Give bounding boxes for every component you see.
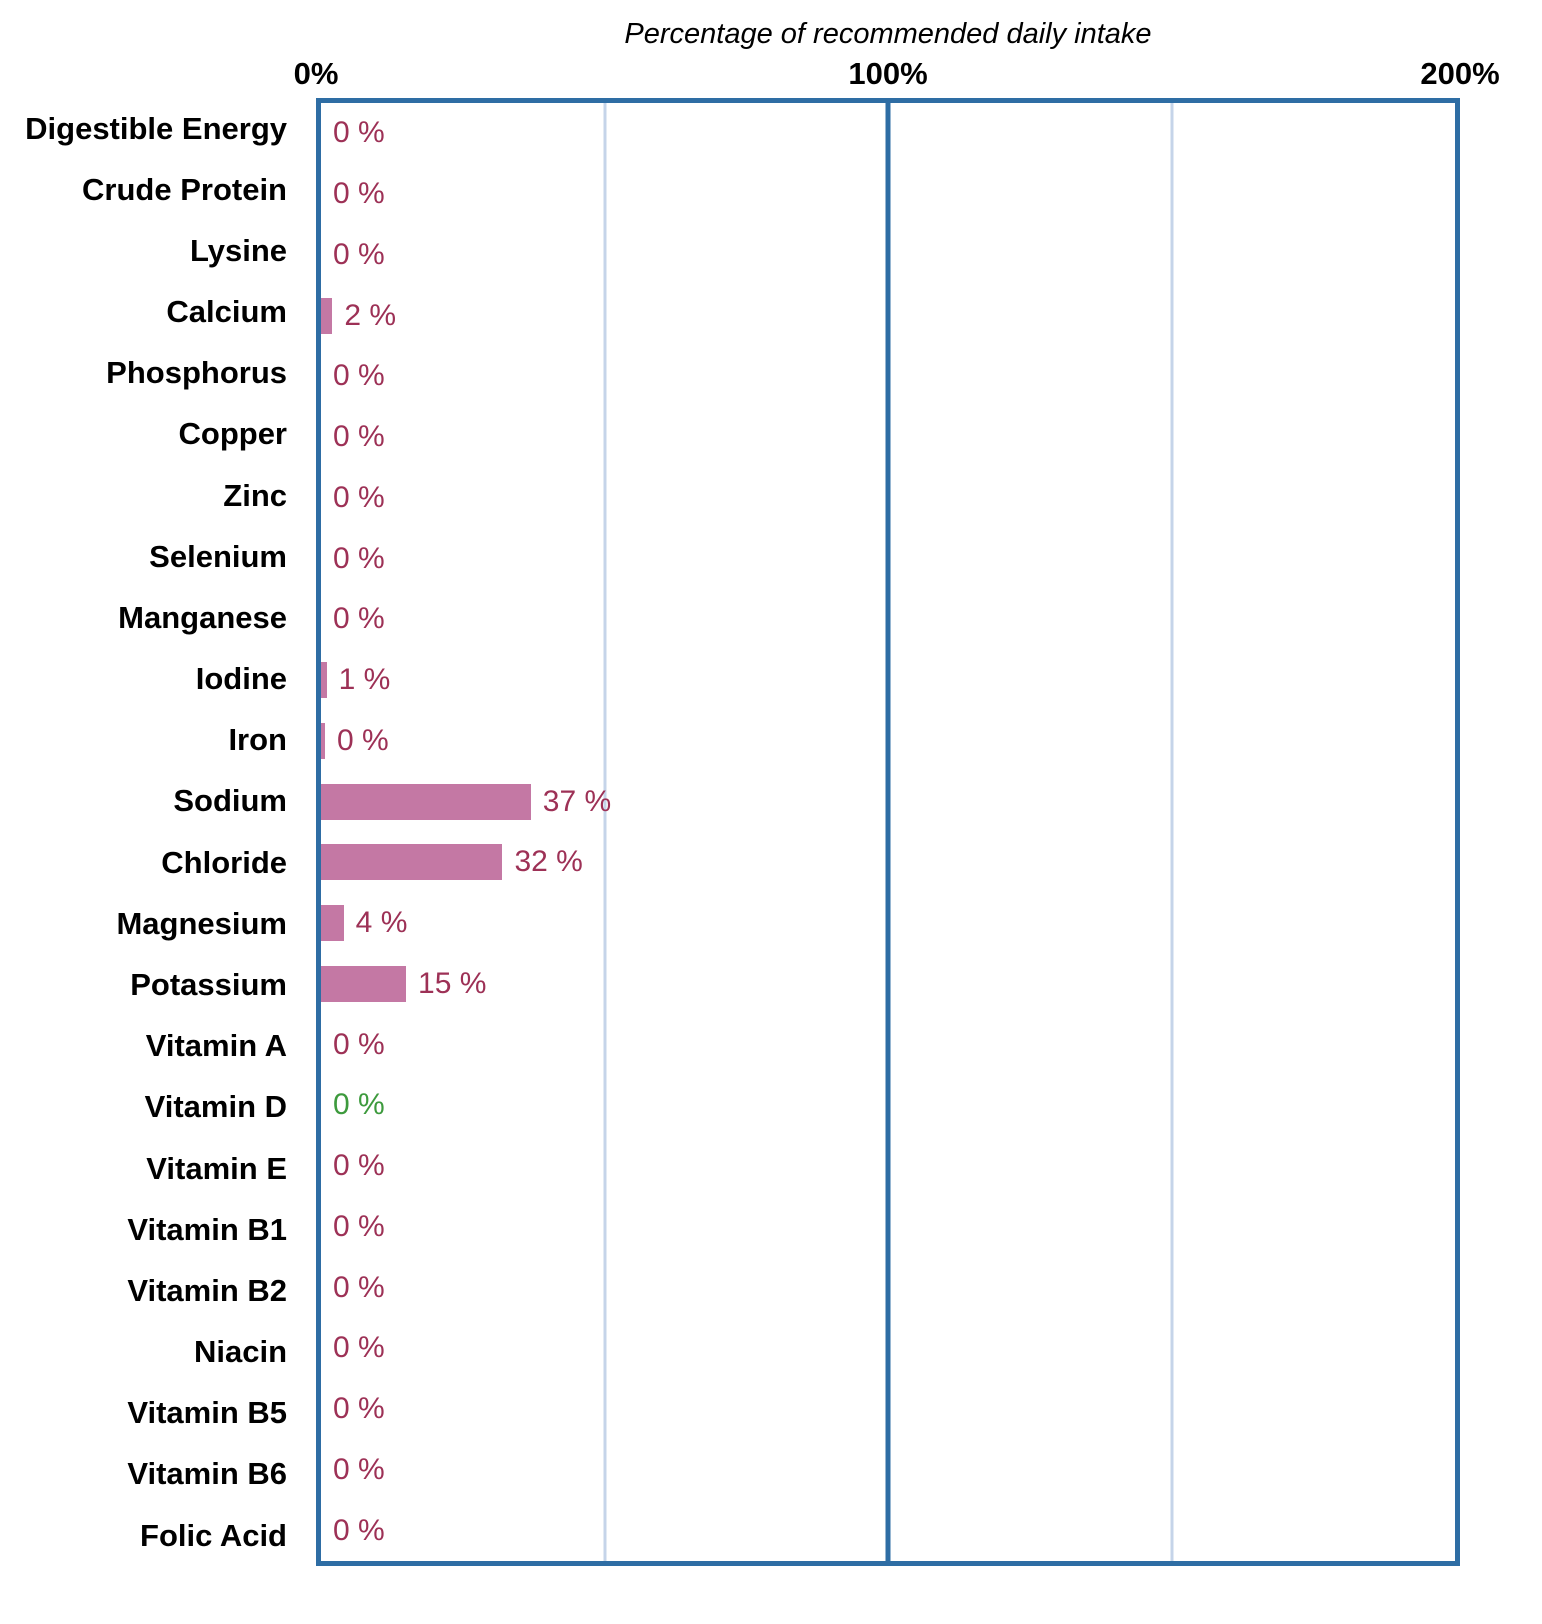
bar-row: 15 % — [321, 954, 1455, 1015]
category-label: Vitamin A — [145, 1028, 287, 1064]
category-label: Selenium — [149, 538, 287, 574]
value-label: 0 % — [333, 1331, 385, 1365]
gridline-50pct — [603, 103, 606, 1561]
category-label: Lysine — [189, 232, 287, 268]
category-label: Calcium — [166, 294, 287, 330]
category-label: Niacin — [193, 1334, 287, 1370]
category-label: Sodium — [173, 783, 287, 819]
category-label: Iodine — [195, 661, 287, 697]
value-label: 0 % — [333, 1149, 385, 1183]
category-label: Digestible Energy — [25, 110, 287, 146]
category-label: Vitamin D — [144, 1089, 287, 1125]
value-label: 2 % — [344, 298, 397, 332]
value-label: 0 % — [333, 1452, 385, 1486]
bar-row: 0 % — [321, 1197, 1455, 1258]
bar-row: 0 % — [321, 589, 1455, 650]
bar-row: 2 % — [321, 285, 1455, 346]
bar-row: 0 % — [321, 103, 1455, 164]
value-label: 0 % — [333, 1392, 385, 1426]
category-label: Iron — [228, 722, 287, 758]
chart-title: Percentage of recommended daily intake — [624, 18, 1152, 50]
bar-row: 0 % — [321, 1440, 1455, 1501]
value-label: 0 % — [333, 1209, 385, 1243]
bar — [321, 844, 503, 881]
category-label: Chloride — [161, 844, 287, 880]
category-label: Zinc — [223, 477, 287, 513]
category-label: Vitamin B1 — [127, 1211, 287, 1247]
bar-row: 0 % — [321, 346, 1455, 407]
value-label: 0 % — [333, 602, 385, 636]
value-label: 4 % — [355, 906, 408, 940]
bar-row: 0 % — [321, 1257, 1455, 1318]
bar-row: 0 % — [321, 225, 1455, 286]
value-label: 15 % — [418, 966, 487, 1000]
value-label: 0 % — [333, 541, 385, 575]
category-label: Phosphorus — [106, 355, 287, 391]
bar-row: 0 % — [321, 1136, 1455, 1197]
value-label: 0 % — [333, 480, 385, 514]
bar-row: 0 % — [321, 468, 1455, 529]
bar — [321, 722, 325, 759]
value-label: 0 % — [333, 1088, 385, 1122]
bar — [321, 662, 327, 699]
bar-row: 1 % — [321, 650, 1455, 711]
category-label: Vitamin E — [146, 1150, 287, 1186]
bar-row: 0 % — [321, 528, 1455, 589]
bar-row: 4 % — [321, 893, 1455, 954]
category-labels: Digestible Energy Crude Protein Lysine Calc… — [0, 98, 316, 1566]
bar-row: 0 % — [321, 711, 1455, 772]
value-label: 0 % — [333, 359, 385, 393]
value-label: 0 % — [333, 1513, 385, 1547]
value-label: 0 % — [333, 1027, 385, 1061]
category-label: Folic Acid — [140, 1517, 287, 1553]
value-label: 0 % — [333, 1270, 385, 1304]
value-label: 1 % — [338, 663, 391, 697]
category-label: Vitamin B2 — [127, 1272, 287, 1308]
bar — [321, 783, 531, 820]
bar-row: 0 % — [321, 1014, 1455, 1075]
bar — [321, 905, 344, 942]
x-axis-tick-200: 200% — [1420, 56, 1500, 91]
category-label: Potassium — [130, 966, 287, 1002]
category-label: Magnesium — [116, 905, 287, 941]
bar-row: 0 % — [321, 1318, 1455, 1379]
value-label: 0 % — [333, 237, 385, 271]
category-label: Manganese — [118, 599, 287, 635]
bar-row: 37 % — [321, 771, 1455, 832]
value-label: 32 % — [514, 845, 583, 879]
value-label: 37 % — [542, 784, 612, 818]
value-label: 0 % — [333, 177, 385, 211]
bar — [321, 297, 333, 334]
category-label: Vitamin B6 — [127, 1456, 287, 1492]
bar-row: 32 % — [321, 832, 1455, 893]
bar-row: 0 % — [321, 1075, 1455, 1136]
value-label: 0 % — [333, 116, 385, 150]
bar-row: 0 % — [321, 1379, 1455, 1440]
x-axis-tick-labels: 0% 100% 200% — [294, 56, 1500, 92]
value-label: 0 % — [336, 723, 389, 757]
bar-row: 0 % — [321, 407, 1455, 468]
gridline-100pct — [885, 103, 891, 1561]
category-label: Vitamin B5 — [127, 1395, 287, 1431]
gridline-150pct — [1170, 103, 1173, 1561]
category-label: Crude Protein — [82, 171, 287, 207]
x-axis-tick-0: 0% — [293, 56, 339, 91]
bar — [321, 965, 407, 1002]
bar-row: 0 % — [321, 1500, 1455, 1561]
category-label: Copper — [178, 416, 288, 452]
bar-rows: 0 % 0 % 0 % 2 % 0 % 0 % 0 % 0 % 0 % 1 % 0 % 37 % 32 … — [321, 103, 1455, 1561]
x-axis-tick-100: 100% — [848, 56, 928, 91]
bar-row: 0 % — [321, 164, 1455, 225]
plot-area: 0 % 0 % 0 % 2 % 0 % 0 % 0 % 0 % 0 % 1 % 0 % 37 % 32 … — [316, 98, 1460, 1566]
value-label: 0 % — [333, 420, 385, 454]
